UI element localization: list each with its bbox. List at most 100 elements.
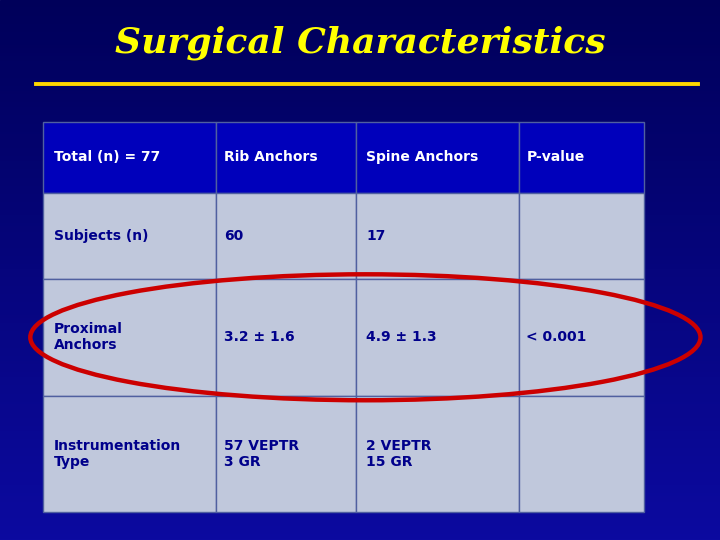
Bar — [0, 205, 720, 208]
Bar — [0, 162, 720, 165]
Bar — [0, 138, 720, 140]
Bar — [0, 94, 720, 97]
Bar — [0, 454, 720, 456]
Text: < 0.001: < 0.001 — [526, 330, 587, 345]
Bar — [0, 240, 720, 243]
Bar — [0, 294, 720, 297]
Bar — [0, 148, 720, 151]
Bar — [0, 235, 720, 238]
Bar — [0, 38, 720, 40]
Bar — [0, 181, 720, 184]
Bar — [0, 140, 720, 143]
Bar — [0, 27, 720, 30]
Bar — [0, 30, 720, 32]
Bar — [0, 483, 720, 486]
Bar — [0, 373, 720, 375]
Bar — [519, 279, 644, 396]
Bar — [0, 418, 720, 421]
Bar — [0, 73, 720, 76]
Bar — [0, 313, 720, 316]
Bar — [0, 211, 720, 213]
Bar — [0, 57, 720, 59]
Bar — [0, 456, 720, 459]
Text: 2 VEPTR
15 GR: 2 VEPTR 15 GR — [366, 439, 431, 469]
Bar — [0, 262, 720, 265]
Bar — [0, 105, 720, 108]
Bar — [0, 321, 720, 324]
Bar — [0, 513, 720, 516]
Bar — [0, 43, 720, 46]
Bar — [0, 472, 720, 475]
Bar — [0, 70, 720, 73]
Bar — [0, 194, 720, 197]
Bar — [0, 111, 720, 113]
Text: Surgical Characteristics: Surgical Characteristics — [114, 26, 606, 60]
Bar — [0, 470, 720, 472]
Bar — [0, 278, 720, 281]
Bar — [0, 297, 720, 300]
Bar — [0, 11, 720, 14]
Bar — [216, 193, 356, 279]
Bar — [0, 356, 720, 359]
Bar — [216, 396, 356, 512]
Bar — [356, 396, 519, 512]
Bar — [0, 216, 720, 219]
Bar — [0, 103, 720, 105]
Bar — [0, 273, 720, 275]
Bar — [0, 135, 720, 138]
Bar — [0, 351, 720, 354]
Bar — [0, 467, 720, 470]
Bar — [0, 270, 720, 273]
Bar — [0, 416, 720, 418]
Bar — [0, 386, 720, 389]
Bar — [0, 116, 720, 119]
Bar — [0, 462, 720, 464]
Bar — [0, 459, 720, 462]
Bar — [0, 370, 720, 373]
Bar — [0, 154, 720, 157]
Bar — [0, 49, 720, 51]
Bar — [0, 81, 720, 84]
Bar — [0, 327, 720, 329]
Bar — [0, 86, 720, 89]
Bar — [0, 500, 720, 502]
Bar — [0, 157, 720, 159]
Bar — [0, 310, 720, 313]
Bar — [0, 62, 720, 65]
Bar — [0, 100, 720, 103]
Bar — [0, 502, 720, 505]
Bar — [0, 435, 720, 437]
Bar — [0, 429, 720, 432]
Bar — [0, 16, 720, 19]
Text: Instrumentation
Type: Instrumentation Type — [53, 439, 181, 469]
Bar — [0, 510, 720, 513]
Bar — [0, 526, 720, 529]
Bar — [216, 122, 356, 193]
Bar — [0, 378, 720, 381]
Bar — [0, 424, 720, 427]
Bar — [0, 529, 720, 532]
Bar — [0, 300, 720, 302]
Bar — [0, 124, 720, 127]
Bar — [0, 170, 720, 173]
Bar — [0, 338, 720, 340]
Bar — [0, 246, 720, 248]
Bar — [0, 213, 720, 216]
Bar — [0, 78, 720, 81]
Bar — [0, 230, 720, 232]
Bar — [0, 51, 720, 54]
Bar — [0, 275, 720, 278]
Bar — [0, 332, 720, 335]
Bar — [0, 238, 720, 240]
Bar — [0, 192, 720, 194]
Bar — [0, 232, 720, 235]
Bar — [0, 167, 720, 170]
Bar — [0, 151, 720, 154]
Bar — [0, 362, 720, 364]
Bar — [0, 286, 720, 289]
Bar — [0, 3, 720, 5]
Bar — [0, 197, 720, 200]
Bar — [0, 251, 720, 254]
Bar — [0, 19, 720, 22]
Bar — [0, 497, 720, 500]
